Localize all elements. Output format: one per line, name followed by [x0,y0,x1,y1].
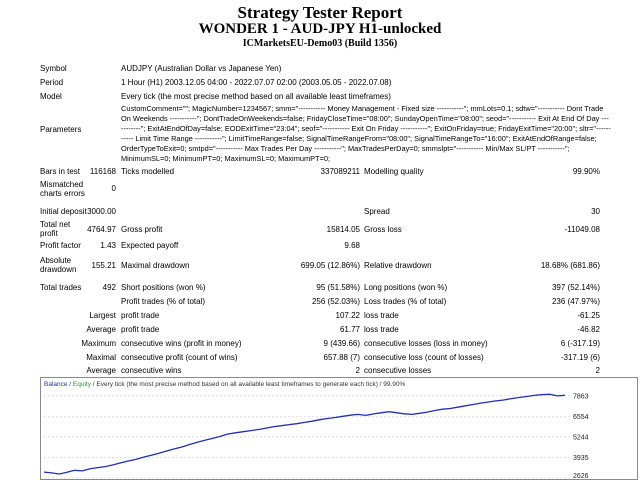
mismatch-label-1: Mismatched [40,180,84,189]
mismatch-value: 0 [111,184,116,193]
average-label: Average [86,325,116,334]
largest-profit-label: profit trade [121,311,160,320]
quality-label: Modelling quality [364,167,424,176]
avg-cons-wins-label: consecutive wins [121,366,182,375]
average-loss-label: loss trade [364,325,399,334]
max-cons-losses-value: 6 (-317.19) [560,339,600,348]
grossloss-label: Gross loss [364,225,402,234]
absdd-label-1: Absolute [40,256,72,265]
netprofit-label-2: profit [40,229,58,238]
bars-label: Bars in test [40,167,81,176]
maxdd-label: Maximal drawdown [121,261,190,270]
avg-cons-losses-label: consecutive losses [364,366,432,375]
legend-sep: / [68,381,73,388]
y-tick-label: 6554 [573,414,589,421]
netprofit-value: 4764.97 [87,225,116,234]
balance-series-line [43,393,566,475]
reldd-value: 18.68% (681.86) [540,261,600,270]
ticks-value: 337089211 [320,167,360,176]
profit-trades-value: 256 (52.03%) [311,297,360,306]
loss-trades-label: Loss trades (% of total) [364,297,447,306]
grossloss-value: -11049.08 [564,225,600,234]
max-cons-wins-value: 9 (439.66) [323,339,360,348]
avg-label: Average [86,366,116,375]
mismatch-label-2: charts errors [40,189,85,198]
absdd-value: 155.21 [91,261,116,270]
deposit-value: 3000.00 [87,207,116,216]
maximal-cons-loss-value: -317.19 (6) [560,353,600,362]
legend-equity: Equity [73,381,92,388]
grossprofit-value: 15814.05 [326,225,360,234]
maximal-cons-profit-value: 657.88 (7) [323,353,360,362]
short-label: Short positions (won %) [121,283,206,292]
avg-cons-losses-value: 2 [595,366,600,375]
y-tick-label: 2626 [573,473,589,480]
period-label: Period [40,78,64,87]
model-value: Every tick (the most precise method base… [121,92,391,101]
trades-value: 492 [102,283,116,292]
max-cons-wins-label: consecutive wins (profit in money) [121,339,242,348]
chart-legend: Balance / Equity / Every tick (the most … [44,381,406,388]
largest-loss-value: -61.25 [577,311,600,320]
largest-label: Largest [89,311,116,320]
profitfactor-value: 1.43 [100,241,116,250]
maximum-label: Maximum [81,339,116,348]
y-tick-label: 5244 [573,434,589,441]
short-value: 95 (51.58%) [316,283,360,292]
avg-cons-wins-value: 2 [355,366,360,375]
grossprofit-label: Gross profit [121,225,163,234]
average-profit-label: profit trade [121,325,160,334]
spread-label: Spread [364,207,390,216]
payoff-label: Expected payoff [121,241,179,250]
trades-label: Total trades [40,283,82,292]
long-value: 397 (52.14%) [551,283,600,292]
loss-trades-value: 236 (47.97%) [551,297,600,306]
parameters-value: CustomComment=""; MagicNumber=1234567; s… [121,104,611,163]
profit-trades-label: Profit trades (% of total) [121,297,206,306]
bars-value: 116168 [89,167,116,176]
report-server: ICMarketsEU-Demo03 (Build 1356) [242,38,398,49]
quality-value: 99.90% [572,167,600,176]
average-loss-value: -46.82 [577,325,600,334]
legend-balance: Balance [44,381,68,388]
max-cons-losses-label: consecutive losses (loss in money) [364,339,488,348]
maximal-cons-profit-label: consecutive profit (count of wins) [121,353,238,362]
y-tick-label: 3935 [573,455,589,462]
parameters-label: Parameters [40,125,82,134]
balance-chart: Balance / Equity / Every tick (the most … [40,377,638,480]
maximal-label: Maximal [86,353,116,362]
absdd-label-2: drawdown [40,265,77,274]
reldd-label: Relative drawdown [364,261,432,270]
maximal-cons-loss-label: consecutive loss (count of losses) [364,353,484,362]
ticks-label: Ticks modelled [121,167,175,176]
model-label: Model [40,92,62,101]
largest-profit-value: 107.22 [335,311,360,320]
payoff-value: 9.68 [344,241,360,250]
deposit-label: Initial deposit [40,207,87,216]
maxdd-value: 699.05 (12.86%) [300,261,360,270]
legend-rest: / Every tick (the most precise method ba… [91,381,406,388]
period-value: 1 Hour (H1) 2003.12.05 04:00 - 2022.07.0… [121,78,392,87]
report-subtitle: WONDER 1 - AUD-JPY H1-unlocked [198,21,442,37]
report-title: Strategy Tester Report [237,3,403,22]
symbol-label: Symbol [40,64,67,73]
chart-frame [40,377,638,480]
profitfactor-label: Profit factor [40,241,81,250]
symbol-value: AUDJPY (Australian Dollar vs Japanese Ye… [121,64,282,73]
largest-loss-label: loss trade [364,311,399,320]
average-profit-value: 61.77 [339,325,360,334]
spread-value: 30 [591,207,600,216]
long-label: Long positions (won %) [364,283,448,292]
netprofit-label-1: Total net [40,220,71,229]
y-tick-label: 7863 [573,393,589,400]
